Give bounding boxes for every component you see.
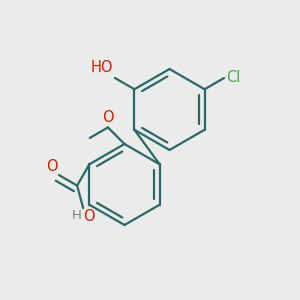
Text: H: H (72, 209, 82, 222)
Text: O: O (46, 159, 57, 174)
Text: Cl: Cl (226, 70, 240, 86)
Text: HO: HO (91, 60, 113, 75)
Text: O: O (83, 209, 95, 224)
Text: O: O (102, 110, 114, 125)
